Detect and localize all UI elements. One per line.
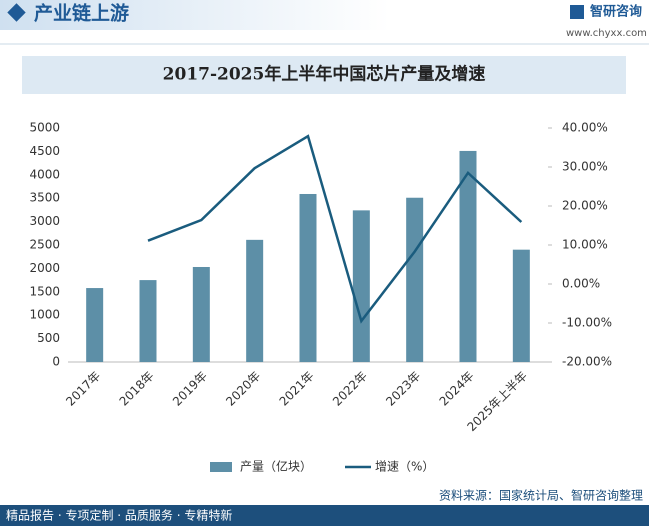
bar [192, 266, 210, 362]
legend-label: 增速（%） [375, 460, 434, 474]
bar [246, 239, 264, 362]
x-tick-label: 2021年 [277, 369, 317, 409]
y2-tick-label: 10.00% [562, 238, 608, 252]
x-tick-label: 2018年 [117, 369, 157, 409]
x-tick-label: 2017年 [63, 369, 103, 409]
x-tick-label: 2019年 [170, 369, 210, 409]
footer-bar [0, 505, 649, 526]
bar [512, 249, 530, 362]
bar [139, 280, 157, 362]
x-tick-label: 2022年 [330, 369, 370, 409]
bar [459, 150, 477, 362]
bar [86, 288, 104, 362]
y-tick-label: 4500 [29, 144, 60, 158]
brand-logo [570, 5, 584, 19]
chart-title: 2017-2025年上半年中国芯片产量及增速 [163, 64, 486, 85]
y-tick-label: 3500 [29, 191, 60, 205]
legend-label: 产量（亿块） [240, 459, 312, 474]
y-tick-label: 1000 [29, 308, 60, 322]
plot: 0 500 1000 1500 2000 2500 3000 3500 4000 4500 5000… [29, 121, 612, 474]
bar [352, 210, 370, 362]
y-tick-label: 2000 [29, 261, 60, 275]
y-tick-label: 500 [37, 331, 60, 345]
footer-slogan: 精品报告 · 专项定制 · 品质服务 · 专精特新 [6, 508, 232, 523]
y-tick-label: 2500 [29, 238, 60, 252]
x-tick-label: 2023年 [383, 369, 423, 409]
y2-tick-label: -20.00% [562, 355, 612, 369]
header-icon [7, 3, 26, 22]
legend-swatch [210, 462, 232, 472]
header-bar [0, 0, 649, 30]
y-tick-label: 3000 [29, 214, 60, 228]
footer-source: 资料来源：国家统计局、智研咨询整理 [439, 488, 643, 503]
brand-name: 智研咨询 [590, 4, 642, 20]
y-tick-label: 4000 [29, 167, 60, 181]
title-box [22, 56, 626, 94]
y2-tick-label: 30.00% [562, 160, 608, 174]
header-title: 产业链上游 [34, 2, 129, 25]
x-tick-label: 2024年 [437, 369, 477, 409]
y-tick-label: 1500 [29, 284, 60, 298]
bar [406, 197, 424, 362]
y2-tick-label: 20.00% [562, 199, 608, 213]
brand-url: www.chyxx.com [566, 28, 647, 39]
y-tick-label: 0 [52, 355, 60, 369]
y2-tick-label: -10.00% [562, 316, 612, 330]
x-tick-label: 2020年 [223, 369, 263, 409]
y-tick-label: 5000 [29, 121, 60, 135]
y2-tick-label: 0.00% [562, 277, 600, 291]
y2-tick-label: 40.00% [562, 121, 608, 135]
bar [299, 193, 317, 362]
line [147, 134, 523, 324]
